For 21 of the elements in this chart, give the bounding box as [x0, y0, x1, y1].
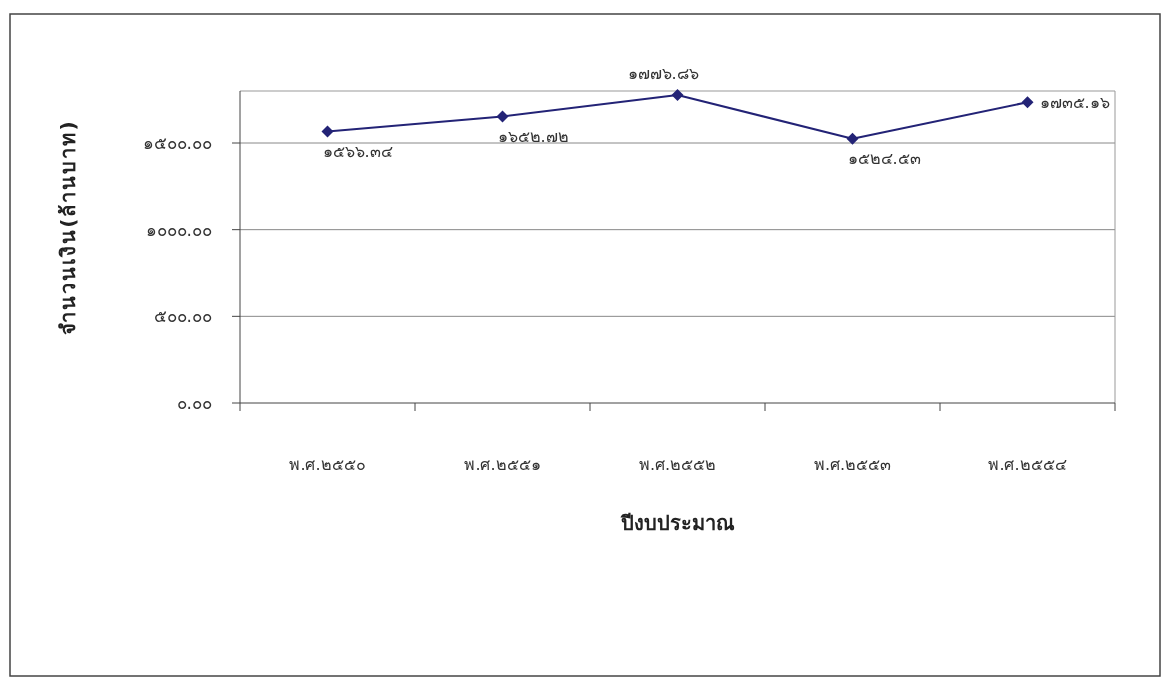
y-tick-label: ๐.๐๐: [176, 392, 212, 413]
point: [496, 110, 509, 123]
data-label: ๑๖๕๒.๗๒: [497, 126, 569, 146]
point: [846, 132, 859, 145]
point: [671, 89, 684, 102]
point: [1021, 96, 1034, 109]
x-tick-label: พ.ศ.๒๕๕๐: [289, 455, 366, 474]
y-tick-label: ๑๐๐๐.๐๐: [145, 219, 212, 240]
x-axis-title: ปีงบประมาณ: [619, 511, 735, 535]
data-label: ๑๗๗๖.๘๖: [627, 64, 699, 84]
y-tick-label: ๑๕๐๐.๐๐: [142, 132, 212, 153]
x-tick-label: พ.ศ.๒๕๕๑: [464, 455, 541, 474]
x-tick-label: พ.ศ.๒๕๕๓: [813, 455, 892, 474]
y-tick-label: ๕๐๐.๐๐: [153, 306, 212, 327]
x-tick-label: พ.ศ.๒๕๕๔: [988, 455, 1067, 474]
y-axis-title: จำนวนเงิน(ล้านบาท): [56, 119, 80, 335]
point: [321, 125, 334, 138]
data-label: ๑๕๖๖.๓๔: [322, 141, 393, 161]
x-tick-label: พ.ศ.๒๕๕๒: [638, 455, 717, 474]
data-label: ๑๗๓๕.๑๖: [1039, 93, 1110, 113]
data-label: ๑๕๒๔.๕๓: [847, 148, 921, 168]
